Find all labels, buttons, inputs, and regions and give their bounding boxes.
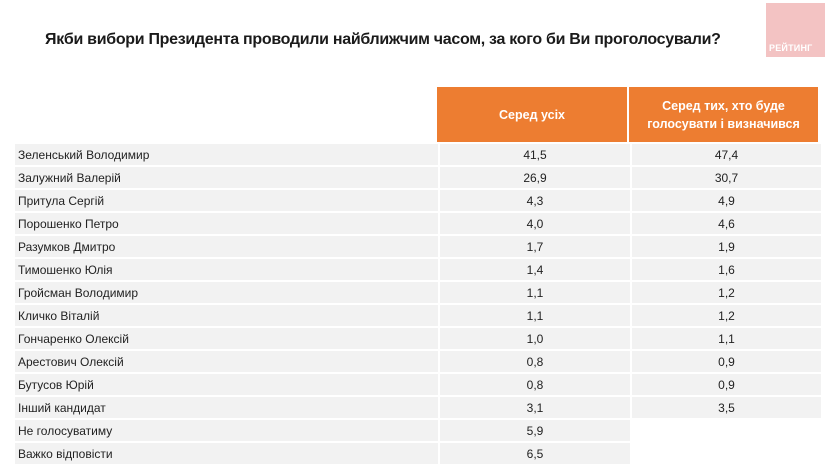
column-header-decided: Серед тих, хто буде голосувати і визначи… bbox=[629, 87, 818, 142]
value-decided: 47,4 bbox=[632, 144, 821, 165]
value-all: 4,0 bbox=[440, 213, 630, 234]
value-all: 6,5 bbox=[440, 443, 630, 464]
logo-text: РЕЙТИНГ bbox=[769, 43, 813, 53]
table-row: Не голосуватиму 5,9 bbox=[15, 420, 821, 441]
rating-logo: РЕЙТИНГ bbox=[766, 3, 825, 57]
value-all: 3,1 bbox=[440, 397, 630, 418]
value-all: 1,7 bbox=[440, 236, 630, 257]
value-decided: 4,6 bbox=[632, 213, 821, 234]
table-row: Зеленський Володимир 41,5 47,4 bbox=[15, 144, 821, 165]
empty-cell bbox=[632, 420, 821, 441]
candidate-name: Зеленський Володимир bbox=[15, 144, 438, 165]
candidate-name: Притула Сергій bbox=[15, 190, 438, 211]
value-all: 0,8 bbox=[440, 351, 630, 372]
value-all: 5,9 bbox=[440, 420, 630, 441]
empty-cell bbox=[632, 443, 821, 464]
value-decided: 1,6 bbox=[632, 259, 821, 280]
value-decided: 0,9 bbox=[632, 374, 821, 395]
table-row: Кличко Віталій 1,1 1,2 bbox=[15, 305, 821, 326]
value-decided: 30,7 bbox=[632, 167, 821, 188]
table-row: Арестович Олексій 0,8 0,9 bbox=[15, 351, 821, 372]
table-row: Тимошенко Юлія 1,4 1,6 bbox=[15, 259, 821, 280]
value-decided: 0,9 bbox=[632, 351, 821, 372]
value-all: 1,1 bbox=[440, 282, 630, 303]
value-all: 1,0 bbox=[440, 328, 630, 349]
value-decided: 1,9 bbox=[632, 236, 821, 257]
table-row: Інший кандидат 3,1 3,5 bbox=[15, 397, 821, 418]
table-row: Важко відповісти 6,5 bbox=[15, 443, 821, 464]
value-decided: 1,2 bbox=[632, 282, 821, 303]
candidate-name: Арестович Олексій bbox=[15, 351, 438, 372]
candidate-name: Кличко Віталій bbox=[15, 305, 438, 326]
candidate-name: Інший кандидат bbox=[15, 397, 438, 418]
table-row: Залужний Валерій 26,9 30,7 bbox=[15, 167, 821, 188]
value-all: 4,3 bbox=[440, 190, 630, 211]
candidate-name: Тимошенко Юлія bbox=[15, 259, 438, 280]
candidate-name: Бутусов Юрій bbox=[15, 374, 438, 395]
value-all: 41,5 bbox=[440, 144, 630, 165]
candidate-name: Не голосуватиму bbox=[15, 420, 438, 441]
page-title: Якби вибори Президента проводили найближ… bbox=[45, 31, 721, 48]
candidate-name: Порошенко Петро bbox=[15, 213, 438, 234]
candidate-name: Гройсман Володимир bbox=[15, 282, 438, 303]
candidate-name: Разумков Дмитро bbox=[15, 236, 438, 257]
results-table: Зеленський Володимир 41,5 47,4 Залужний Вал… bbox=[15, 144, 821, 466]
value-all: 0,8 bbox=[440, 374, 630, 395]
value-decided: 1,1 bbox=[632, 328, 821, 349]
table-row: Гройсман Володимир 1,1 1,2 bbox=[15, 282, 821, 303]
table-row: Разумков Дмитро 1,7 1,9 bbox=[15, 236, 821, 257]
value-all: 1,1 bbox=[440, 305, 630, 326]
value-all: 26,9 bbox=[440, 167, 630, 188]
candidate-name: Гончаренко Олексій bbox=[15, 328, 438, 349]
candidate-name: Важко відповісти bbox=[15, 443, 438, 464]
value-decided: 4,9 bbox=[632, 190, 821, 211]
value-decided: 3,5 bbox=[632, 397, 821, 418]
table-row: Притула Сергій 4,3 4,9 bbox=[15, 190, 821, 211]
table-row: Гончаренко Олексій 1,0 1,1 bbox=[15, 328, 821, 349]
value-decided: 1,2 bbox=[632, 305, 821, 326]
table-row: Порошенко Петро 4,0 4,6 bbox=[15, 213, 821, 234]
value-all: 1,4 bbox=[440, 259, 630, 280]
table-row: Бутусов Юрій 0,8 0,9 bbox=[15, 374, 821, 395]
column-header-all: Серед усіх bbox=[437, 87, 627, 142]
candidate-name: Залужний Валерій bbox=[15, 167, 438, 188]
